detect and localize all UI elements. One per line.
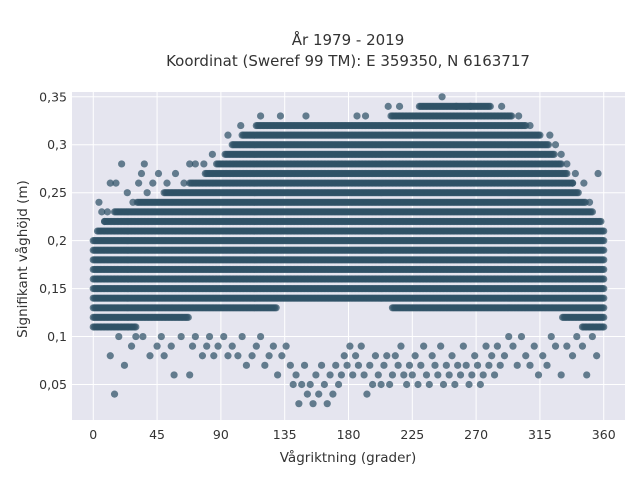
data-points bbox=[89, 93, 608, 408]
data-point bbox=[272, 304, 280, 312]
data-point bbox=[184, 313, 192, 321]
data-point bbox=[132, 323, 140, 331]
